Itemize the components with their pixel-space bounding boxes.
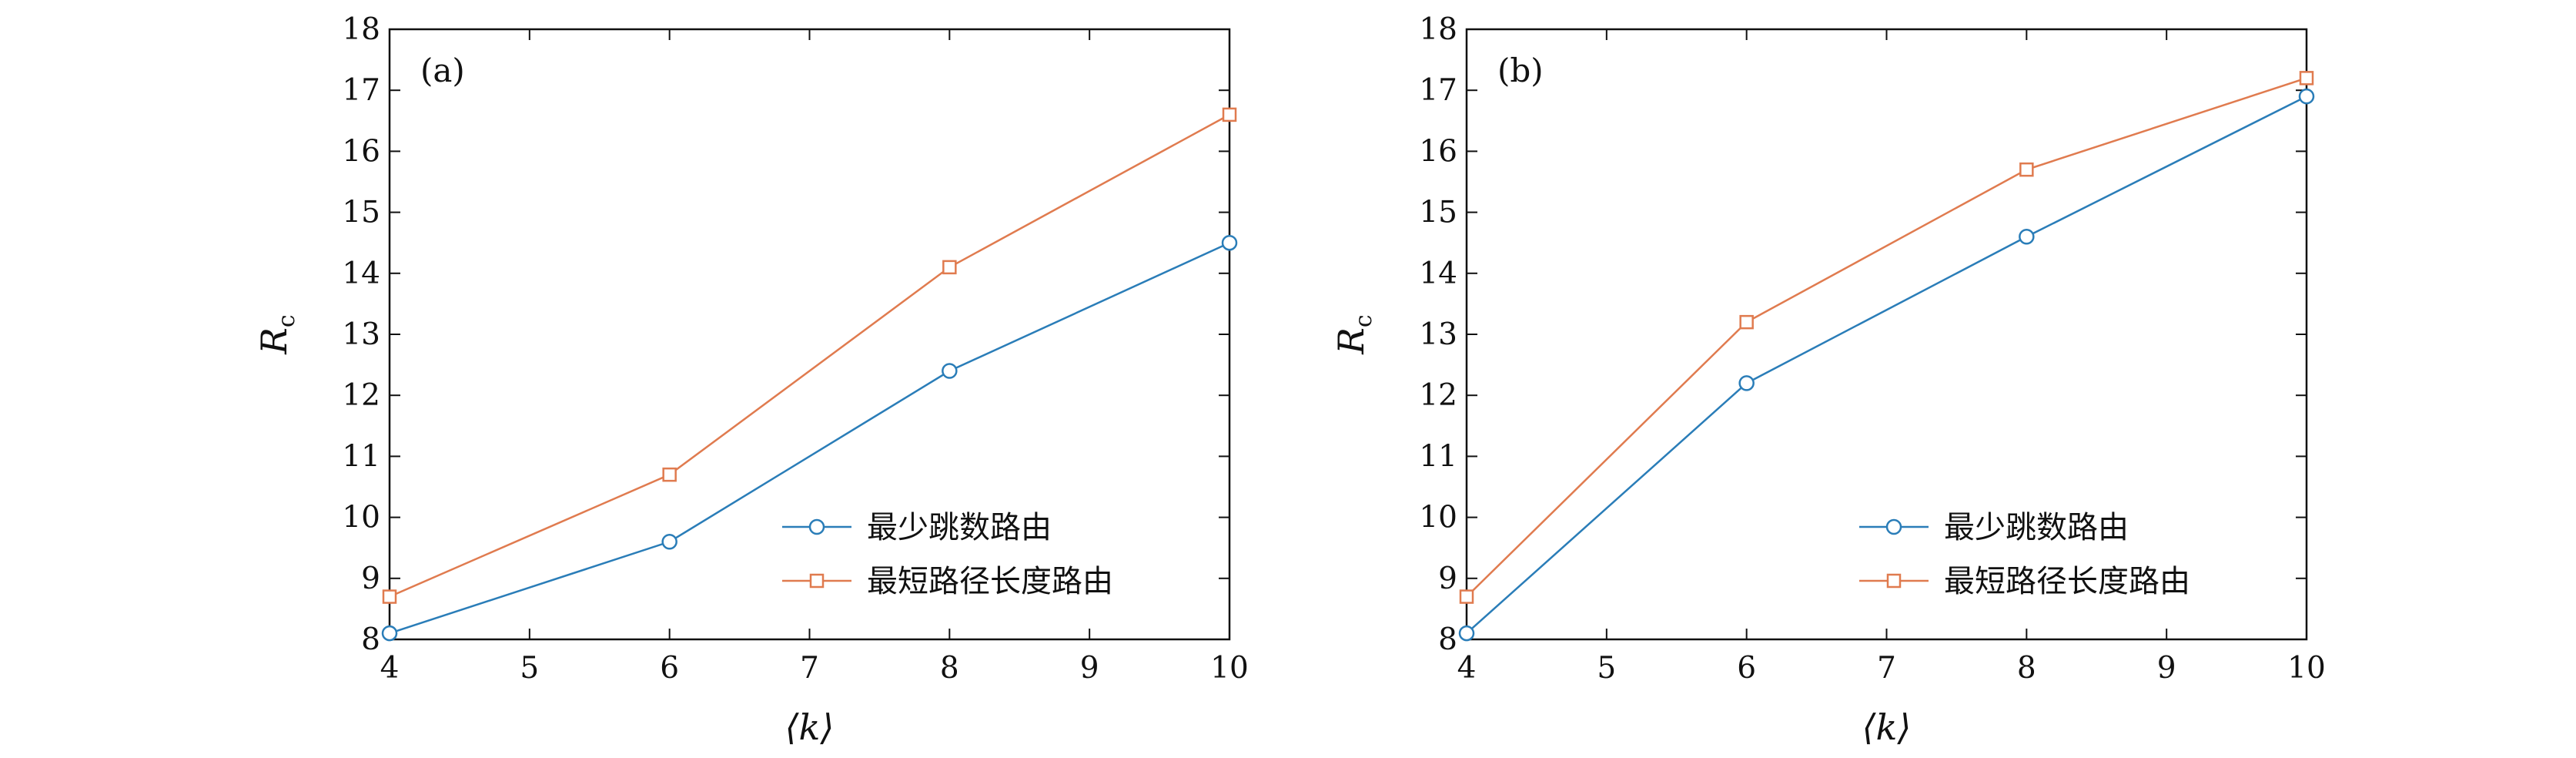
data-point-square (2299, 71, 2314, 86)
series-1 (381, 234, 1238, 642)
y-axis-title-sub: c (1350, 314, 1377, 327)
data-point-square (2019, 162, 2034, 177)
y-tick-label: 15 (342, 196, 380, 230)
x-tick-label: 6 (1737, 651, 1756, 686)
y-tick-label: 8 (361, 622, 380, 657)
series-2 (1459, 71, 2314, 604)
data-point-square (942, 260, 957, 275)
legend-item: 最少跳数路由 (782, 510, 1052, 545)
y-tick-label: 13 (342, 317, 380, 352)
x-tick-label: 10 (1210, 651, 1249, 686)
y-tick-label: 16 (342, 134, 380, 169)
x-tick-label: 10 (2287, 651, 2326, 686)
y-tick-label: 14 (342, 257, 380, 291)
y-tick-label: 16 (1419, 134, 1457, 169)
plot-frame (1465, 28, 2308, 641)
legend-label: 最少跳数路由 (1944, 510, 2129, 545)
legend-item: 最短路径长度路由 (782, 564, 1113, 599)
data-point-circle (942, 363, 958, 379)
series-2 (382, 107, 1237, 604)
y-tick-label: 11 (1419, 439, 1457, 474)
y-tick-label: 18 (342, 12, 380, 47)
data-point-circle (1221, 234, 1238, 251)
data-point-circle (1458, 625, 1475, 642)
data-point-circle (661, 534, 677, 550)
legend-item: 最少跳数路由 (1859, 510, 2129, 545)
legend-marker-circle (1885, 518, 1902, 535)
y-tick-label: 9 (1438, 562, 1457, 596)
data-point-circle (2019, 229, 2035, 245)
y-axis-title-main: R (253, 327, 295, 355)
x-tick-label: 8 (940, 651, 959, 686)
y-tick-label: 14 (1419, 257, 1457, 291)
data-point-circle (381, 625, 398, 642)
data-point-circle (1738, 375, 1755, 391)
x-axis-title: ⟨k⟩ (1862, 706, 1912, 748)
series-line (1466, 96, 2307, 635)
chart-panel-b: 8 9 10 11 12 13 14 15 16 17 18 4 5 6 7 8 9 10 (b) ⟨k⟩ Rc 最少跳数… (1330, 12, 2326, 748)
legend-marker-circle (808, 518, 825, 535)
series-line (1466, 77, 2307, 598)
y-tick-label: 12 (342, 378, 380, 413)
x-tick-label: 5 (520, 651, 539, 686)
y-tick-label: 12 (1419, 378, 1457, 413)
legend-marker-square (809, 573, 825, 589)
panel-label: (a) (420, 52, 465, 89)
data-point-square (1459, 589, 1474, 604)
data-point-square (382, 589, 397, 604)
data-point-square (1739, 314, 1754, 330)
series-line (389, 242, 1230, 635)
y-axis-title-sub: c (273, 314, 300, 327)
legend-label: 最短路径长度路由 (867, 564, 1113, 599)
y-tick-label: 8 (1438, 622, 1457, 657)
legend-label: 最短路径长度路由 (1944, 564, 2190, 599)
x-tick-label: 9 (1080, 651, 1099, 686)
panel-label: (b) (1497, 52, 1544, 89)
x-tick-label: 4 (380, 651, 400, 686)
y-axis-title: Rc (253, 314, 300, 354)
series-line (389, 113, 1230, 598)
x-tick-label: 7 (800, 651, 819, 686)
y-tick-label: 15 (1419, 196, 1457, 230)
x-tick-label: 7 (1877, 651, 1896, 686)
y-tick-label: 10 (1419, 501, 1457, 535)
y-tick-label: 17 (342, 73, 380, 108)
legend-marker-square (1886, 573, 1902, 589)
y-tick-label: 18 (1419, 12, 1457, 47)
x-tick-label: 5 (1597, 651, 1616, 686)
legend-label: 最少跳数路由 (867, 510, 1052, 545)
plot-frame (388, 28, 1231, 641)
data-point-circle (2298, 88, 2315, 105)
y-axis-title: Rc (1330, 314, 1377, 354)
x-tick-label: 8 (2017, 651, 2036, 686)
y-tick-label: 11 (342, 439, 380, 474)
chart-panel-a: 8 9 10 11 12 13 14 15 16 17 18 4 5 6 7 8 9 10 (a) ⟨k⟩ Rc 最少跳数… (253, 12, 1249, 748)
x-tick-label: 9 (2157, 651, 2176, 686)
x-tick-label: 6 (660, 651, 679, 686)
y-tick-label: 9 (361, 562, 380, 596)
y-tick-label: 13 (1419, 317, 1457, 352)
y-axis-title-main: R (1330, 327, 1372, 355)
y-tick-label: 17 (1419, 73, 1457, 108)
data-point-square (662, 467, 677, 482)
legend-item: 最短路径长度路由 (1859, 564, 2190, 599)
x-axis-title: ⟨k⟩ (785, 706, 835, 748)
x-tick-label: 4 (1457, 651, 1477, 686)
y-tick-label: 10 (342, 501, 380, 535)
data-point-square (1222, 107, 1237, 122)
series-1 (1458, 88, 2315, 642)
